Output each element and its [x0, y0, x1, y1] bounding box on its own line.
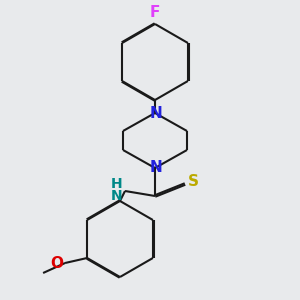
Text: N: N: [150, 106, 162, 121]
Text: H
N: H N: [110, 176, 122, 203]
Text: F: F: [150, 5, 160, 20]
Text: N: N: [150, 160, 162, 175]
Text: O: O: [50, 256, 63, 271]
Text: S: S: [188, 175, 199, 190]
